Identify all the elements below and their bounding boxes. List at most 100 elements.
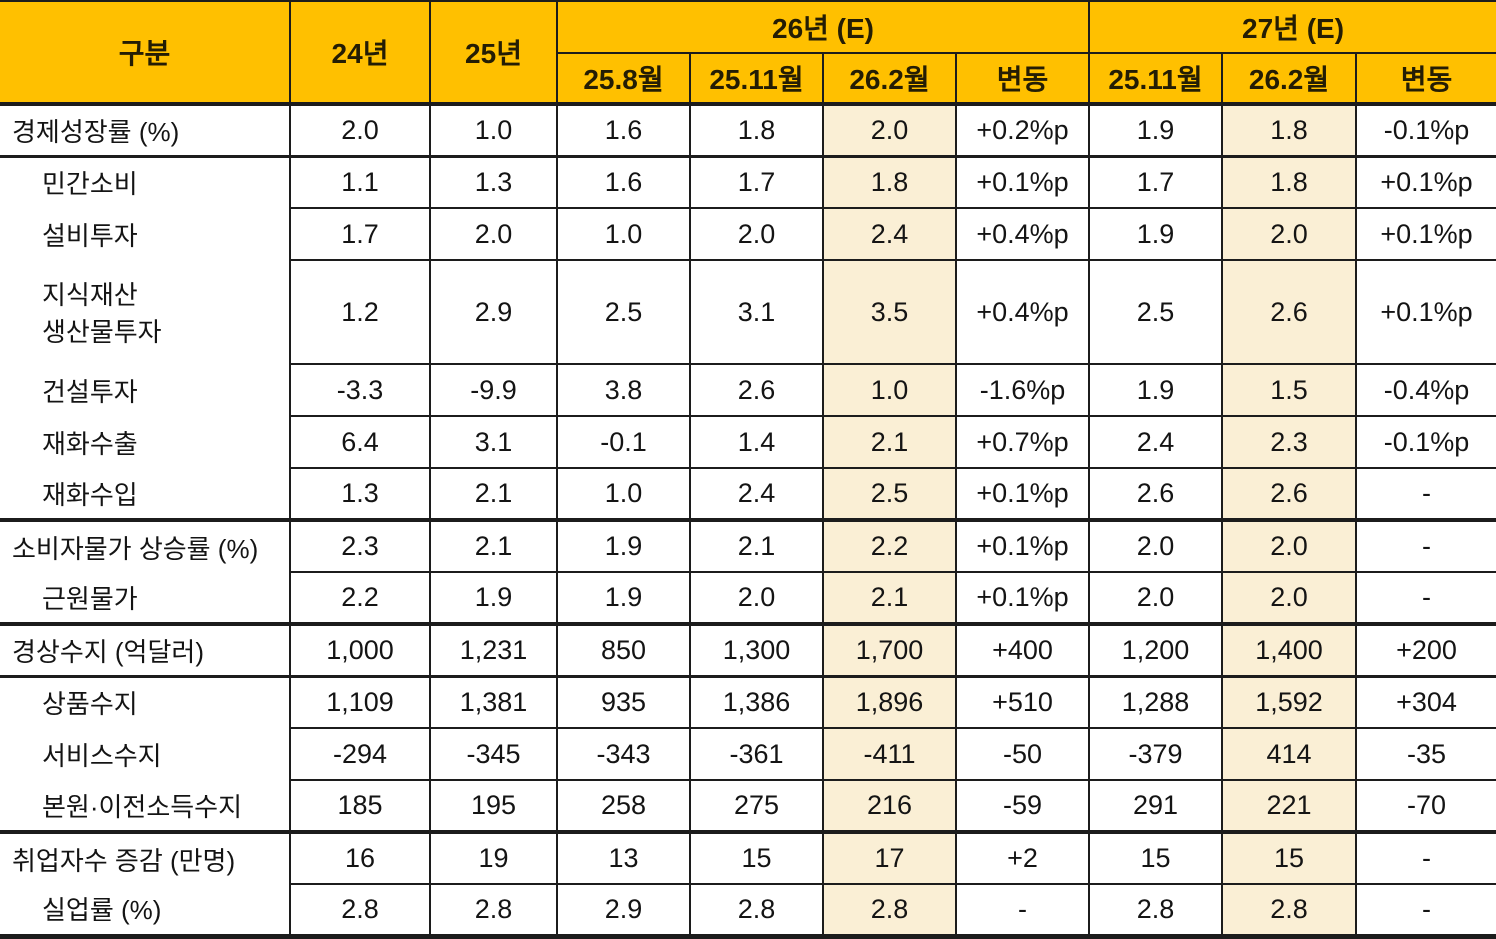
cell-26-nov25: 2.6: [689, 363, 823, 416]
table-row: 소비자물가 상승률 (%) 2.3 2.1 1.9 2.1 2.2 +0.1%p…: [0, 518, 1496, 572]
cell-y25: 1.0: [429, 104, 557, 156]
cell-27-change: +0.1%p: [1355, 207, 1496, 260]
cell-27-change: -: [1355, 571, 1496, 624]
cell-26-nov25: 2.0: [689, 571, 823, 624]
cell-27-change: -: [1355, 518, 1496, 572]
cell-26-feb26: 2.8: [822, 883, 956, 936]
cell-27-feb26: 2.0: [1221, 571, 1357, 624]
cell-y25: 19: [429, 830, 557, 884]
cell-26-feb26: 216: [822, 779, 956, 832]
cell-27-change: -70: [1355, 779, 1496, 832]
cell-y24: 2.2: [289, 571, 430, 624]
cell-27-nov25: 1,200: [1088, 622, 1223, 676]
cell-y25: 1,381: [429, 674, 557, 728]
cell-y24: 2.0: [289, 104, 430, 156]
cell-26-aug25: 1.0: [556, 207, 690, 260]
cell-26-nov25: 1.7: [689, 154, 823, 208]
cell-26-aug25: 2.9: [556, 883, 690, 936]
table-row: 실업률 (%) 2.8 2.8 2.9 2.8 2.8 - 2.8 2.8 -: [0, 883, 1496, 936]
table-header: 구분 24년 25년 26년 (E) 27년 (E) 25.8월 25.11월 …: [0, 1, 1496, 104]
cell-y25: 2.1: [429, 467, 557, 520]
cell-y25: 2.8: [429, 883, 557, 936]
table-row: 경상수지 (억달러) 1,000 1,231 850 1,300 1,700 +…: [0, 622, 1496, 676]
cell-y24: 2.8: [289, 883, 430, 936]
cell-26-feb26: 2.1: [822, 415, 956, 468]
row-label: 지식재산 생산물투자: [0, 260, 290, 364]
cell-y24: 1,109: [289, 674, 430, 728]
cell-26-feb26: 1,896: [822, 674, 956, 728]
row-label: 취업자수 증감 (만명): [0, 830, 290, 884]
cell-26-aug25: 3.8: [556, 363, 690, 416]
row-label: 실업률 (%): [0, 884, 290, 936]
header-year-25: 25년: [429, 1, 557, 104]
table-row: 설비투자 1.7 2.0 1.0 2.0 2.4 +0.4%p 1.9 2.0 …: [0, 207, 1496, 260]
cell-26-aug25: 850: [556, 622, 690, 676]
cell-26-aug25: 1.0: [556, 467, 690, 520]
cell-27-change: -: [1355, 883, 1496, 936]
header-group-27: 27년 (E): [1088, 1, 1496, 53]
row-label: 본원·이전소득수지: [0, 780, 290, 832]
table-row: 상품수지 1,109 1,381 935 1,386 1,896 +510 1,…: [0, 674, 1496, 728]
cell-y24: 1.7: [289, 207, 430, 260]
cell-26-feb26: 17: [822, 830, 956, 884]
table-row: 재화수출 6.4 3.1 -0.1 1.4 2.1 +0.7%p 2.4 2.3…: [0, 415, 1496, 468]
cell-26-feb26: 2.0: [822, 104, 956, 156]
cell-26-nov25: 1,386: [689, 674, 823, 728]
cell-27-feb26: 1.5: [1221, 363, 1357, 416]
cell-26-feb26: -411: [822, 727, 956, 780]
cell-y24: -3.3: [289, 363, 430, 416]
table-row: 서비스수지 -294 -345 -343 -361 -411 -50 -379 …: [0, 727, 1496, 780]
cell-y24: 1.2: [289, 259, 430, 364]
cell-26-aug25: 1.9: [556, 518, 690, 572]
cell-26-change: -: [954, 883, 1090, 936]
header-27-change: 변동: [1355, 52, 1496, 104]
cell-27-change: +200: [1355, 622, 1496, 676]
cell-y24: 16: [289, 830, 430, 884]
row-label: 재화수출: [0, 416, 290, 468]
cell-26-change: +0.1%p: [954, 467, 1090, 520]
table-row: 근원물가 2.2 1.9 1.9 2.0 2.1 +0.1%p 2.0 2.0 …: [0, 571, 1496, 624]
cell-26-change: +0.4%p: [954, 259, 1090, 364]
cell-27-change: -0.4%p: [1355, 363, 1496, 416]
header-group-26: 26년 (E): [555, 1, 1090, 53]
cell-y24: 185: [289, 779, 430, 832]
cell-26-nov25: 15: [689, 830, 823, 884]
cell-27-nov25: 1.7: [1088, 154, 1223, 208]
cell-26-feb26: 3.5: [822, 259, 956, 364]
header-26-nov25: 25.11월: [689, 52, 823, 104]
row-label: 재화수입: [0, 468, 290, 520]
cell-26-nov25: 3.1: [689, 259, 823, 364]
cell-27-feb26: 221: [1221, 779, 1357, 832]
cell-26-change: +400: [954, 622, 1090, 676]
cell-27-feb26: 15: [1221, 830, 1357, 884]
table-row: 취업자수 증감 (만명) 16 19 13 15 17 +2 15 15 -: [0, 830, 1496, 884]
table-row: 경제성장률 (%) 2.0 1.0 1.6 1.8 2.0 +0.2%p 1.9…: [0, 104, 1496, 156]
cell-y25: 2.0: [429, 207, 557, 260]
cell-27-nov25: 2.6: [1088, 467, 1223, 520]
cell-26-nov25: 275: [689, 779, 823, 832]
cell-26-nov25: 2.0: [689, 207, 823, 260]
cell-27-change: +304: [1355, 674, 1496, 728]
cell-26-aug25: 1.6: [556, 154, 690, 208]
cell-27-change: +0.1%p: [1355, 154, 1496, 208]
cell-y25: 3.1: [429, 415, 557, 468]
cell-27-change: -: [1355, 467, 1496, 520]
cell-26-aug25: -343: [556, 727, 690, 780]
table-row: 지식재산 생산물투자 1.2 2.9 2.5 3.1 3.5 +0.4%p 2.…: [0, 259, 1496, 364]
cell-27-feb26: 2.3: [1221, 415, 1357, 468]
cell-27-feb26: 414: [1221, 727, 1357, 780]
cell-y24: 2.3: [289, 518, 430, 572]
table-row: 본원·이전소득수지 185 195 258 275 216 -59 291 22…: [0, 779, 1496, 832]
row-label: 경상수지 (억달러): [0, 622, 290, 676]
cell-26-aug25: 935: [556, 674, 690, 728]
row-label: 소비자물가 상승률 (%): [0, 518, 290, 572]
header-year-24: 24년: [289, 1, 430, 104]
cell-27-feb26: 2.8: [1221, 883, 1357, 936]
cell-26-feb26: 2.4: [822, 207, 956, 260]
cell-26-feb26: 2.5: [822, 467, 956, 520]
cell-y25: 1,231: [429, 622, 557, 676]
cell-y25: -345: [429, 727, 557, 780]
cell-26-change: +0.4%p: [954, 207, 1090, 260]
cell-27-nov25: 2.0: [1088, 518, 1223, 572]
